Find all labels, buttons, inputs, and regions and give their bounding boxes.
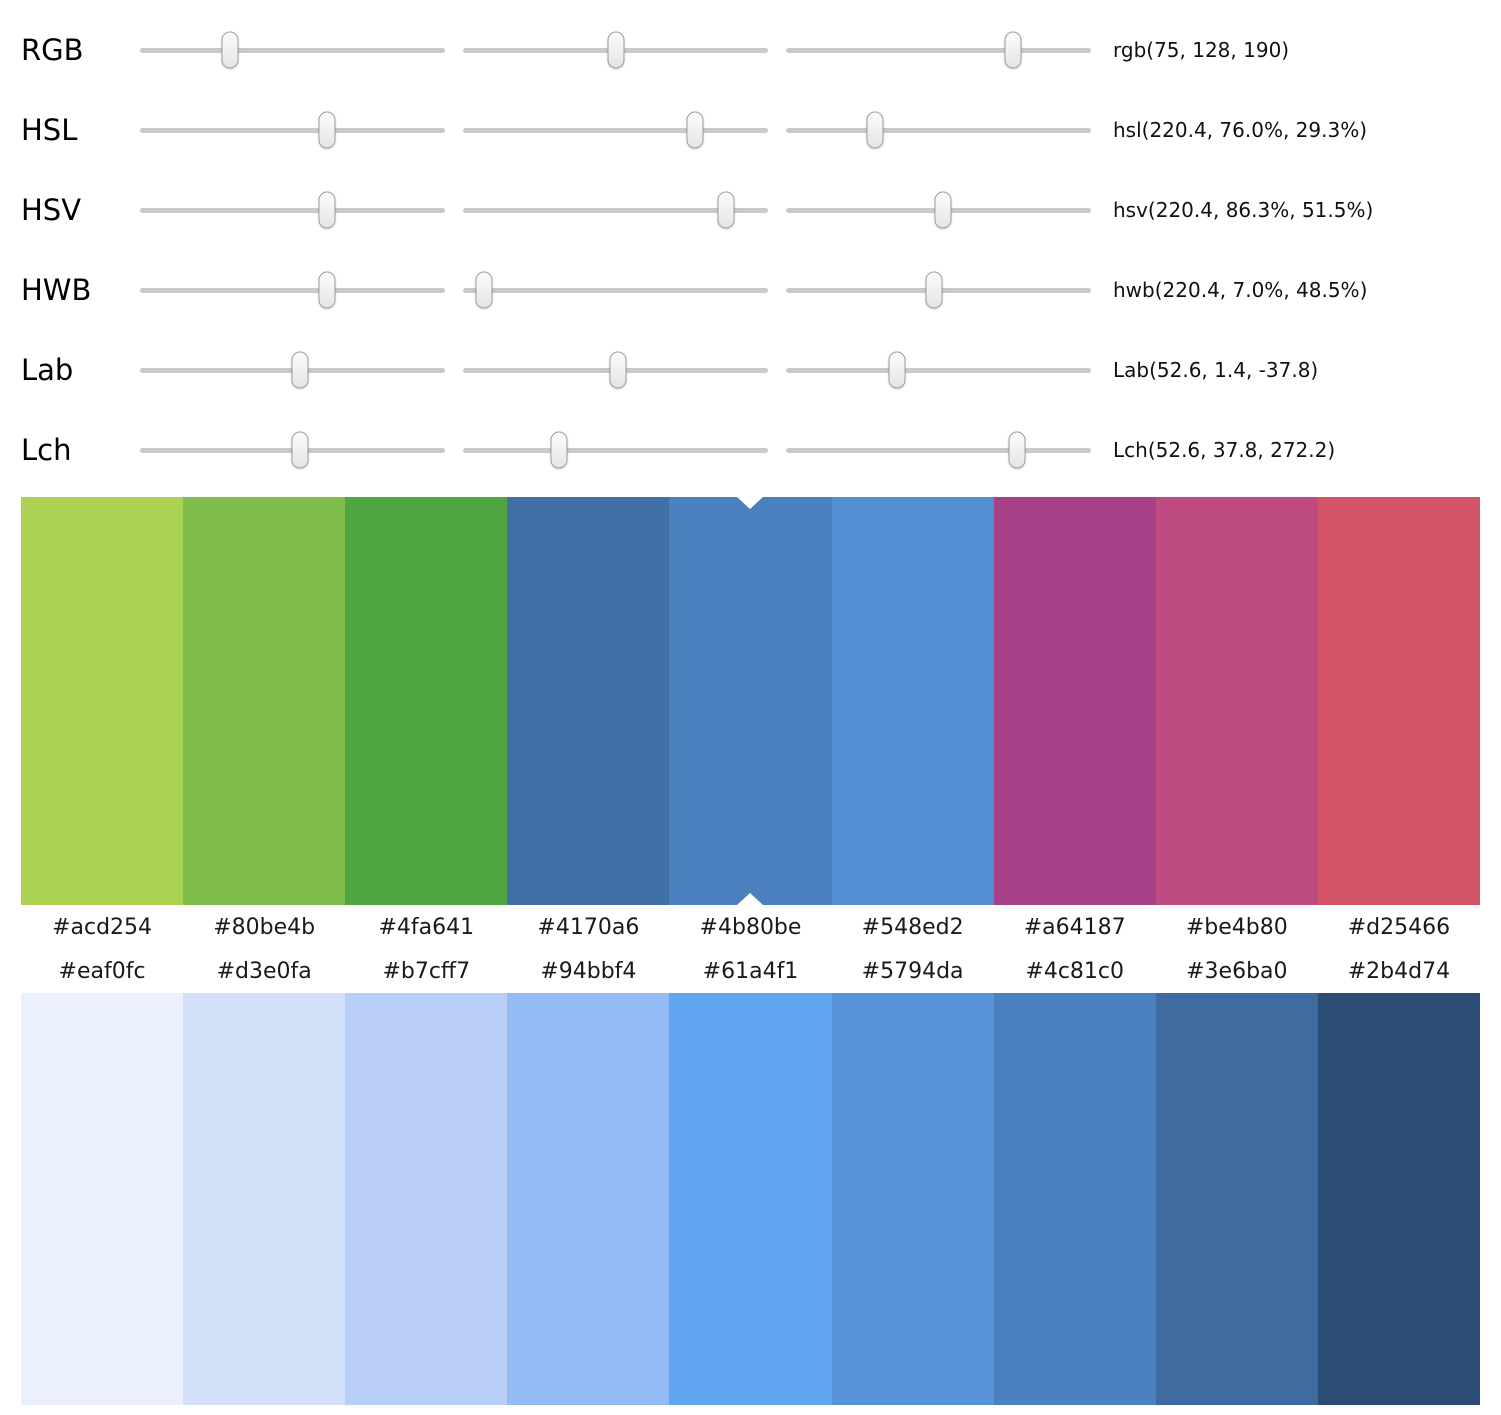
hsv-s-thumb[interactable] bbox=[717, 191, 735, 229]
swatch[interactable] bbox=[507, 993, 670, 1405]
rgb-b-track[interactable] bbox=[786, 31, 1091, 69]
swatch-hex-label: #3e6ba0 bbox=[1186, 958, 1288, 984]
selection-marker-top-icon bbox=[737, 497, 764, 509]
lch-value: Lch(52.6, 37.8, 272.2) bbox=[1113, 438, 1336, 462]
swatch-hex-label: #5794da bbox=[861, 958, 964, 984]
swatch-hex-label: #a64187 bbox=[1023, 914, 1126, 940]
lab-l-thumb[interactable] bbox=[291, 351, 309, 389]
lch-h-thumb[interactable] bbox=[1008, 431, 1026, 469]
shade-palette-hex-labels: #eaf0fc #d3e0fa #b7cff7 #94bbf4 #61a4f1 … bbox=[21, 949, 1480, 993]
hue-palette bbox=[21, 497, 1480, 905]
slider-row-hwb: HWB hwb(220.4, 7.0%, 48.5%) bbox=[21, 250, 1501, 330]
hsv-h-track[interactable] bbox=[140, 191, 445, 229]
hsv-label: HSV bbox=[21, 193, 82, 227]
slider-row-lch: Lch Lch(52.6, 37.8, 272.2) bbox=[21, 410, 1501, 490]
hwb-h-thumb[interactable] bbox=[318, 271, 336, 309]
hsv-value: hsv(220.4, 86.3%, 51.5%) bbox=[1113, 198, 1374, 222]
lch-l-track[interactable] bbox=[140, 431, 445, 469]
selected-swatch[interactable] bbox=[669, 497, 832, 905]
hwb-w-thumb[interactable] bbox=[475, 271, 493, 309]
swatch[interactable] bbox=[507, 497, 670, 905]
swatch-hex-label: #4fa641 bbox=[378, 914, 475, 940]
swatch[interactable] bbox=[1155, 993, 1318, 1405]
swatch-hex-label: #4b80be bbox=[699, 914, 802, 940]
swatch[interactable] bbox=[831, 993, 994, 1405]
rgb-label: RGB bbox=[21, 33, 84, 67]
slider-row-lab: Lab Lab(52.6, 1.4, -37.8) bbox=[21, 330, 1501, 410]
lch-c-thumb[interactable] bbox=[550, 431, 568, 469]
swatch-hex-label: #548ed2 bbox=[861, 914, 964, 940]
lab-l-track[interactable] bbox=[140, 351, 445, 389]
swatch-hex-label: #acd254 bbox=[52, 914, 153, 940]
hsl-label: HSL bbox=[21, 113, 78, 147]
hwb-b-thumb[interactable] bbox=[925, 271, 943, 309]
swatch[interactable] bbox=[831, 497, 994, 905]
swatch-hex-label: #94bbf4 bbox=[540, 958, 637, 984]
lab-label: Lab bbox=[21, 353, 74, 387]
swatch[interactable] bbox=[183, 497, 346, 905]
hsl-l-track[interactable] bbox=[786, 111, 1091, 149]
lab-value: Lab(52.6, 1.4, -37.8) bbox=[1113, 358, 1319, 382]
shade-palette bbox=[21, 993, 1480, 1405]
swatch[interactable] bbox=[21, 497, 184, 905]
rgb-r-thumb[interactable] bbox=[221, 31, 239, 69]
slider-row-hsl: HSL hsl(220.4, 76.0%, 29.3%) bbox=[21, 90, 1501, 170]
hsl-value: hsl(220.4, 76.0%, 29.3%) bbox=[1113, 118, 1368, 142]
lch-c-track[interactable] bbox=[463, 431, 768, 469]
swatch[interactable] bbox=[1317, 497, 1480, 905]
hsl-l-thumb[interactable] bbox=[866, 111, 884, 149]
swatch[interactable] bbox=[669, 993, 832, 1405]
lch-h-track[interactable] bbox=[786, 431, 1091, 469]
swatch-hex-label: #80be4b bbox=[213, 914, 316, 940]
hsv-s-track[interactable] bbox=[463, 191, 768, 229]
hsl-h-track[interactable] bbox=[140, 111, 445, 149]
hwb-w-track[interactable] bbox=[463, 271, 768, 309]
swatch-hex-label: #eaf0fc bbox=[58, 958, 146, 984]
hue-palette-hex-labels: #acd254 #80be4b #4fa641 #4170a6 #4b80be … bbox=[21, 905, 1480, 949]
swatch-hex-label: #b7cff7 bbox=[382, 958, 471, 984]
hwb-b-track[interactable] bbox=[786, 271, 1091, 309]
slider-row-rgb: RGB rgb(75, 128, 190) bbox=[21, 10, 1501, 90]
hsv-v-thumb[interactable] bbox=[934, 191, 952, 229]
hsl-s-track[interactable] bbox=[463, 111, 768, 149]
swatch[interactable] bbox=[345, 993, 508, 1405]
hsl-h-thumb[interactable] bbox=[318, 111, 336, 149]
slider-panel: RGB rgb(75, 128, 190) HSL hsl(220 bbox=[0, 0, 1501, 490]
swatch-hex-label: #2b4d74 bbox=[1347, 958, 1451, 984]
lab-b-track[interactable] bbox=[786, 351, 1091, 389]
swatch[interactable] bbox=[1155, 497, 1318, 905]
swatch-hex-label: #d3e0fa bbox=[216, 958, 312, 984]
swatch[interactable] bbox=[183, 993, 346, 1405]
slider-row-hsv: HSV hsv(220.4, 86.3%, 51.5%) bbox=[21, 170, 1501, 250]
rgb-g-track[interactable] bbox=[463, 31, 768, 69]
swatch[interactable] bbox=[345, 497, 508, 905]
lab-a-track[interactable] bbox=[463, 351, 768, 389]
hwb-value: hwb(220.4, 7.0%, 48.5%) bbox=[1113, 278, 1368, 302]
selection-marker-bottom-icon bbox=[737, 893, 764, 905]
swatch-hex-label: #61a4f1 bbox=[702, 958, 799, 984]
lch-l-thumb[interactable] bbox=[291, 431, 309, 469]
swatch[interactable] bbox=[1317, 993, 1480, 1405]
swatch[interactable] bbox=[993, 497, 1156, 905]
lab-a-thumb[interactable] bbox=[609, 351, 627, 389]
swatch-hex-label: #d25466 bbox=[1347, 914, 1451, 940]
lch-label: Lch bbox=[21, 433, 72, 467]
rgb-g-thumb[interactable] bbox=[607, 31, 625, 69]
rgb-value: rgb(75, 128, 190) bbox=[1113, 38, 1290, 62]
rgb-r-track[interactable] bbox=[140, 31, 445, 69]
hwb-label: HWB bbox=[21, 273, 92, 307]
hwb-h-track[interactable] bbox=[140, 271, 445, 309]
hsl-s-thumb[interactable] bbox=[686, 111, 704, 149]
swatch[interactable] bbox=[993, 993, 1156, 1405]
swatch[interactable] bbox=[21, 993, 184, 1405]
swatch-hex-label: #be4b80 bbox=[1185, 914, 1288, 940]
hsv-v-track[interactable] bbox=[786, 191, 1091, 229]
swatch-hex-label: #4170a6 bbox=[537, 914, 640, 940]
swatch-hex-label: #4c81c0 bbox=[1025, 958, 1125, 984]
lab-b-thumb[interactable] bbox=[888, 351, 906, 389]
hsv-h-thumb[interactable] bbox=[318, 191, 336, 229]
rgb-b-thumb[interactable] bbox=[1004, 31, 1022, 69]
